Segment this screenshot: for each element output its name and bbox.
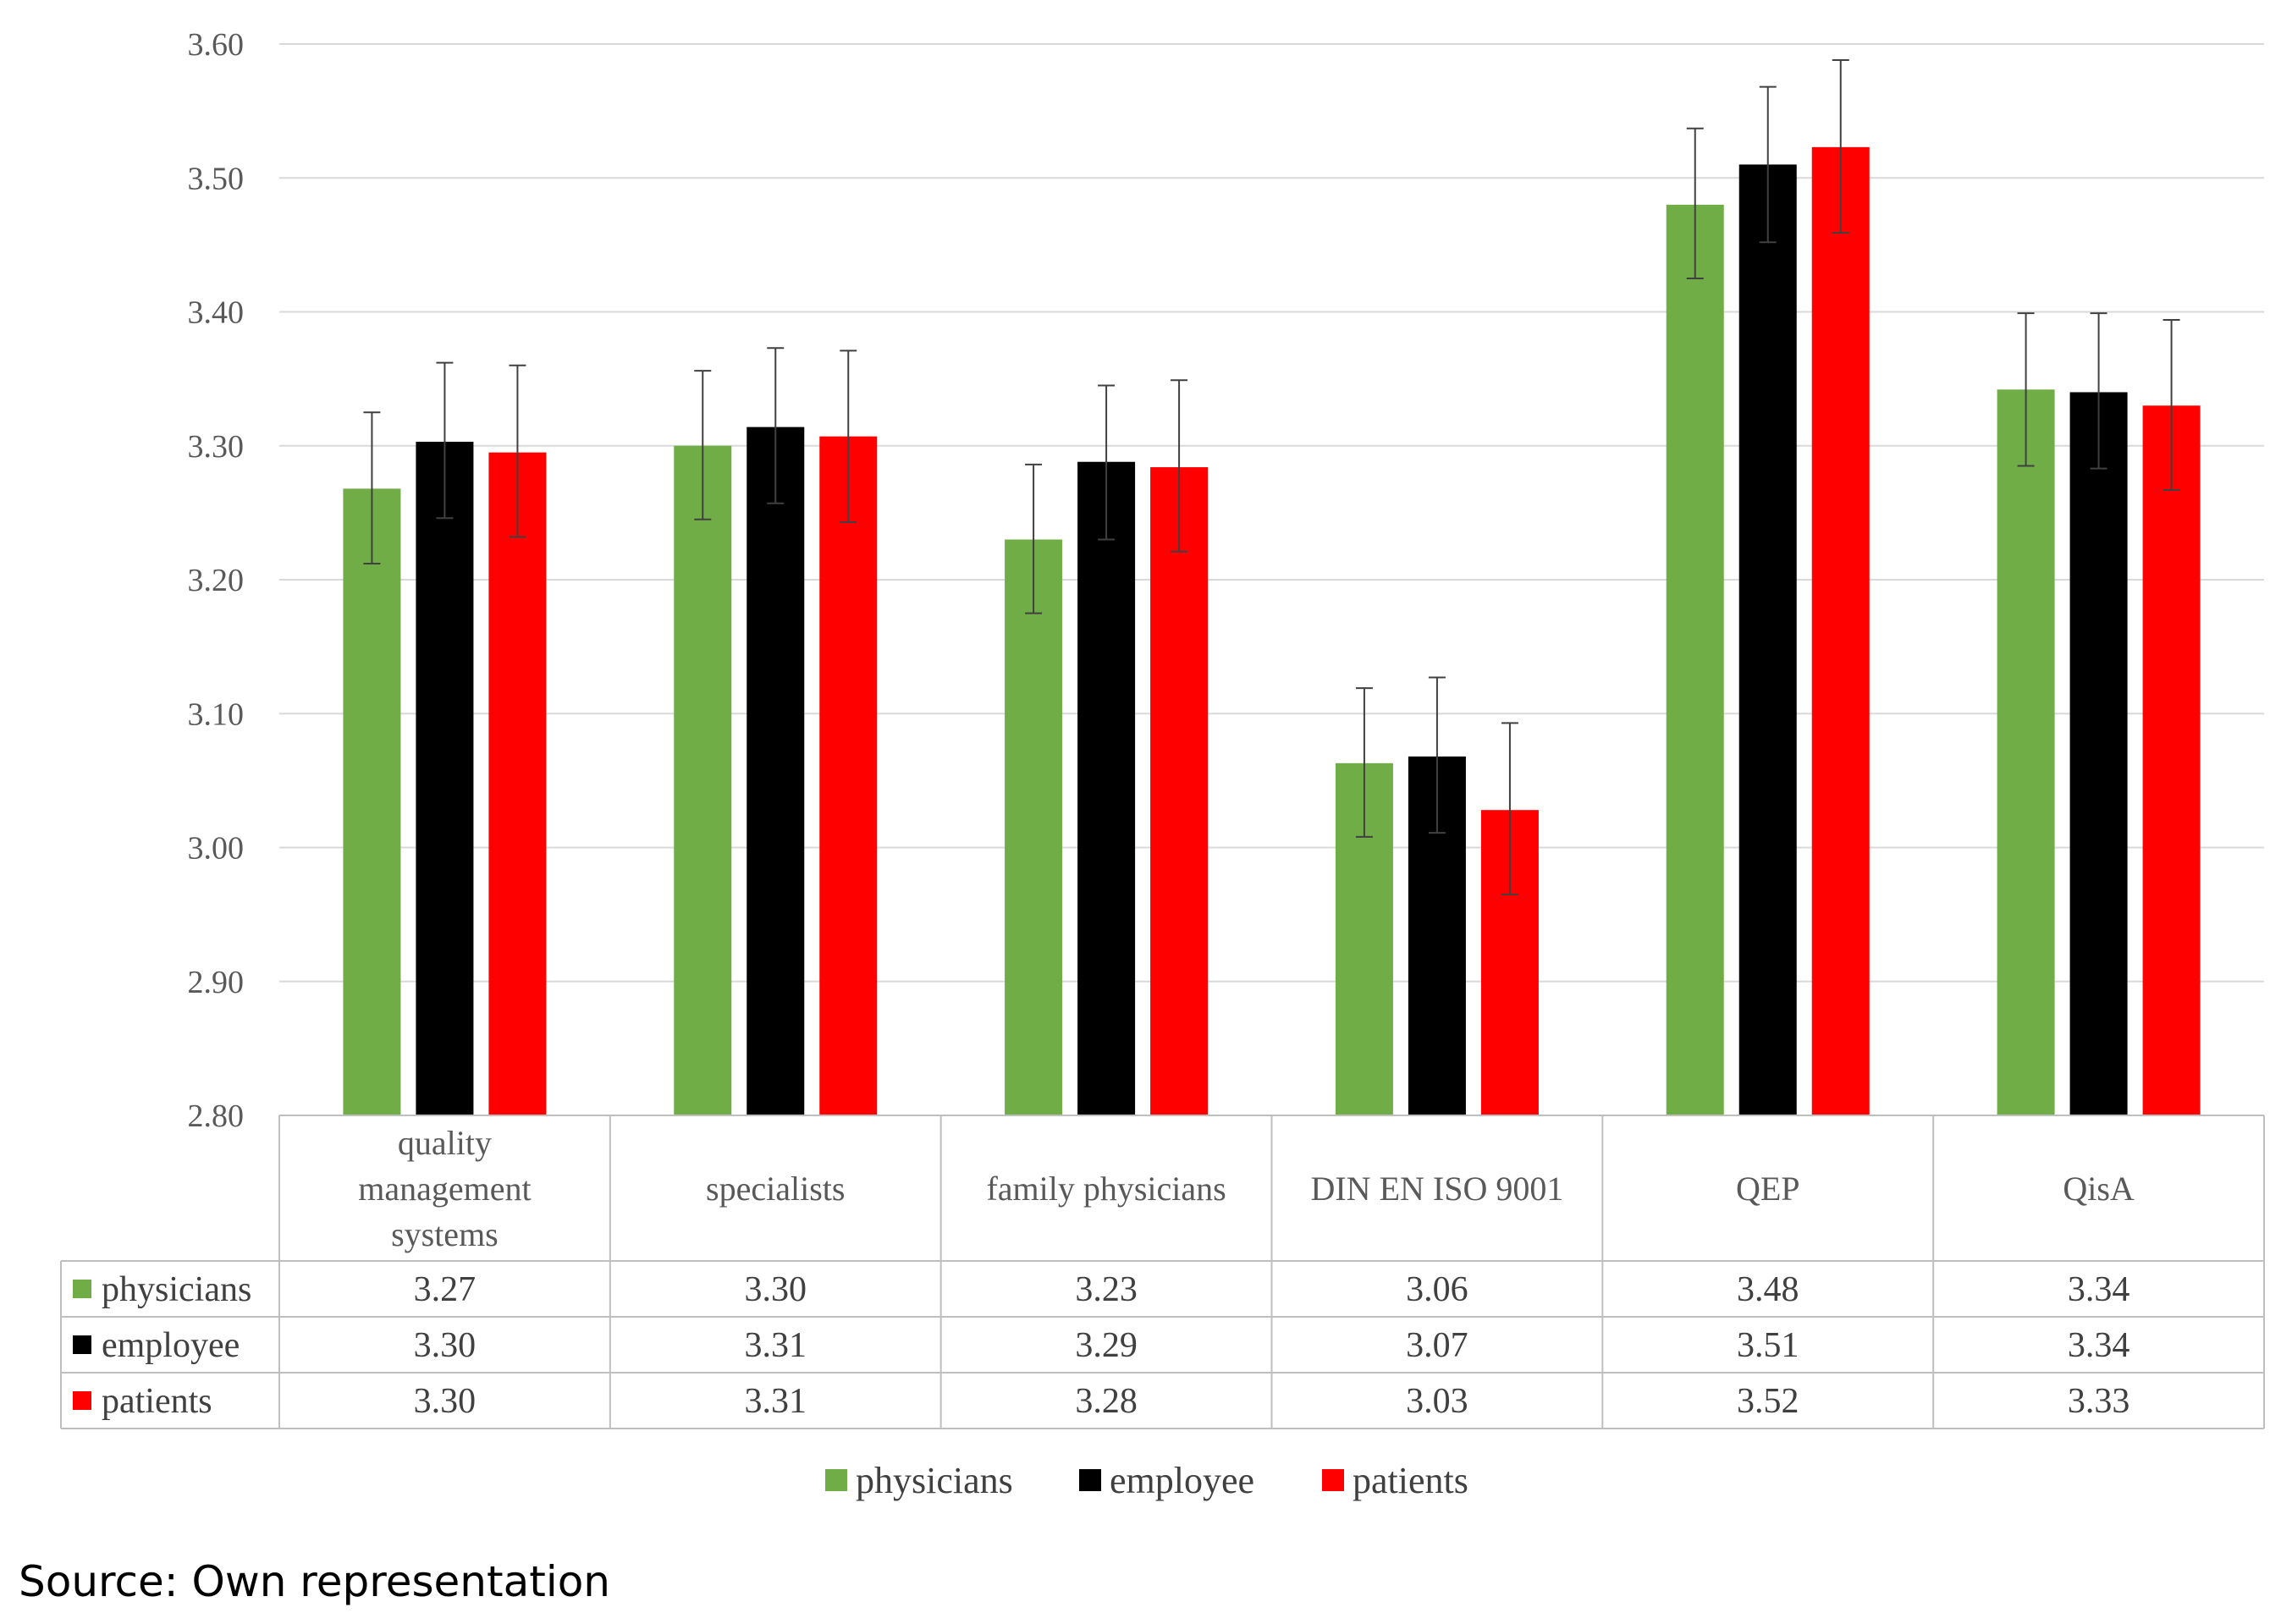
y-tick-label: 3.30 xyxy=(188,429,245,465)
legend-swatch-employee xyxy=(1079,1469,1101,1491)
table-cell-value: 3.28 xyxy=(1075,1382,1138,1421)
bar-physicians xyxy=(343,488,401,1115)
table-cell-value: 3.33 xyxy=(2068,1382,2130,1421)
table-row-label: employee xyxy=(102,1326,240,1365)
y-tick-label: 3.40 xyxy=(188,295,245,331)
category-label-line: quality xyxy=(398,1124,492,1162)
bar-employee xyxy=(2069,392,2128,1115)
y-tick-label: 3.20 xyxy=(188,563,245,598)
x-category-label: QEP xyxy=(1736,1170,1800,1208)
table-cell-value: 3.51 xyxy=(1737,1326,1799,1365)
table-cell-value: 3.06 xyxy=(1406,1270,1468,1309)
y-tick-label: 3.10 xyxy=(188,696,245,732)
table-cell-value: 3.30 xyxy=(745,1270,807,1309)
category-label-line: management xyxy=(358,1170,531,1208)
bar-physicians xyxy=(1997,389,2055,1115)
table-cell-value: 3.31 xyxy=(745,1382,807,1421)
table-cell-value: 3.30 xyxy=(414,1326,477,1365)
table-cell-value: 3.07 xyxy=(1406,1326,1468,1365)
legend-key-employee xyxy=(73,1335,91,1354)
legend-swatch-patients xyxy=(1322,1469,1344,1491)
bar-employee xyxy=(416,442,474,1115)
bar-patients xyxy=(1150,467,1209,1115)
table-row-label: physicians xyxy=(102,1270,251,1309)
category-label-line: QisA xyxy=(2063,1170,2135,1208)
bar-employee xyxy=(1077,461,1136,1115)
category-label-line: QEP xyxy=(1736,1170,1800,1208)
table-cell-value: 3.23 xyxy=(1075,1270,1138,1309)
y-tick-label: 3.60 xyxy=(188,27,245,63)
legend-label: employee xyxy=(1110,1460,1254,1501)
bars xyxy=(343,146,2201,1116)
table-cell-value: 3.52 xyxy=(1737,1382,1799,1421)
x-category-label: DIN EN ISO 9001 xyxy=(1310,1170,1563,1208)
legend-label: patients xyxy=(1353,1460,1468,1501)
bar-employee xyxy=(1738,164,1797,1115)
x-category-label: specialists xyxy=(706,1170,845,1208)
table-cell-value: 3.34 xyxy=(2068,1270,2130,1309)
bar-patients xyxy=(819,436,878,1115)
bar-patients xyxy=(1811,146,1870,1115)
table-cell-value: 3.29 xyxy=(1075,1326,1138,1365)
x-category-label: family physicians xyxy=(986,1170,1226,1208)
bar-physicians xyxy=(1666,204,1724,1115)
source-note: Source: Own representation xyxy=(19,1557,610,1606)
x-category-label: QisA xyxy=(2063,1170,2135,1208)
y-tick-label: 2.90 xyxy=(188,965,245,1000)
bar-physicians xyxy=(674,445,732,1115)
category-label-line: family physicians xyxy=(986,1170,1226,1208)
gridlines xyxy=(279,43,2264,1116)
table-cell-value: 3.27 xyxy=(414,1270,477,1309)
category-label-line: systems xyxy=(391,1215,499,1253)
table-cell-value: 3.31 xyxy=(745,1326,807,1365)
y-tick-label: 3.50 xyxy=(188,161,245,196)
bar-physicians xyxy=(1005,539,1063,1115)
x-category-label: quality management systems xyxy=(358,1124,531,1253)
bar-patients xyxy=(2142,405,2201,1115)
y-axis: 3.60 3.50 3.40 3.30 3.20 3.10 3.00 2.90 2.80 xyxy=(188,27,245,1134)
y-tick-label: 3.00 xyxy=(188,831,245,867)
legend: physicians employee patients xyxy=(825,1460,1468,1501)
error-bars xyxy=(363,58,2180,895)
y-tick-label: 2.80 xyxy=(188,1098,245,1134)
legend-key-patients xyxy=(73,1391,91,1410)
table-cell-value: 3.03 xyxy=(1406,1382,1468,1421)
table-cell-value: 3.30 xyxy=(414,1382,477,1421)
table-cell-value: 3.34 xyxy=(2068,1326,2130,1365)
legend-key-physicians xyxy=(73,1280,91,1298)
table-cell-value: 3.48 xyxy=(1737,1270,1799,1309)
bar-patients xyxy=(488,452,547,1115)
data-table: quality management systems specialists famil… xyxy=(60,1115,2265,1429)
legend-label: physicians xyxy=(856,1460,1013,1501)
bar-employee xyxy=(747,427,805,1116)
category-label-line: DIN EN ISO 9001 xyxy=(1310,1170,1563,1208)
table-row-label: patients xyxy=(102,1382,212,1421)
legend-swatch-physicians xyxy=(825,1469,847,1491)
category-label-line: specialists xyxy=(706,1170,845,1208)
